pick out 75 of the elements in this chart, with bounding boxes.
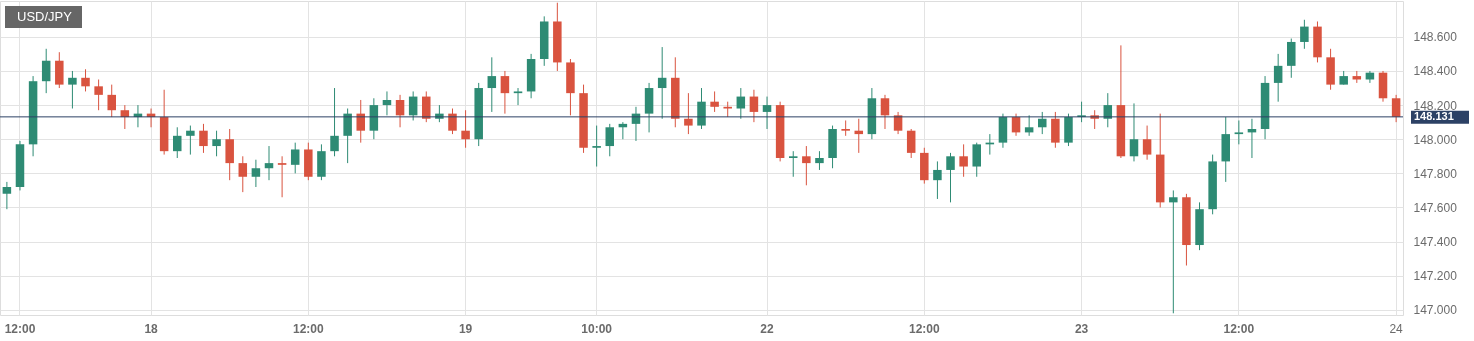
x-tick-label: 23 [1074,321,1089,336]
candlestick [710,90,719,113]
candlestick [330,87,339,157]
x-tick-label: 12:00 [908,321,940,336]
candlestick [500,70,510,115]
candlestick [277,155,287,198]
candlestick [408,90,418,121]
x-tick-label: 18 [144,321,159,336]
candlestick [238,155,248,193]
candlestick [959,143,968,178]
candlestick [736,87,746,120]
candlestick [264,145,274,181]
candlestick [382,90,392,116]
candlestick [81,68,90,92]
candlestick [815,150,824,171]
candlestick [749,89,759,123]
candlestick [788,150,798,178]
y-tick-label: 147.000 [1413,303,1458,318]
candlestick [1287,38,1296,79]
candlestick [972,142,981,178]
candlestick [199,123,208,154]
x-tick-label: 12:00 [1223,321,1255,336]
candlestick [592,125,601,168]
candlestick [1169,189,1178,314]
candlestick [422,90,431,123]
candlestick [657,46,667,120]
y-tick-label: 147.200 [1413,269,1458,284]
candlestick [880,94,890,130]
candlestick [1234,119,1244,145]
candlestick [697,87,706,130]
candlestick [1142,125,1152,161]
y-tick-label: 147.600 [1413,200,1458,215]
candlestick [225,128,234,181]
x-tick-label: 24 [1389,321,1404,336]
candlestick [290,142,300,174]
candlestick [461,109,470,149]
candlestick [684,92,693,135]
candlestick [1038,111,1047,135]
candlestick [1300,19,1309,50]
y-tick-label: 148.600 [1413,30,1458,45]
candlestick [68,70,77,110]
candlestick [107,84,116,118]
y-tick-label: 148.000 [1413,132,1458,147]
x-tick-label: 22 [760,321,775,336]
x-tick-label: 19 [458,321,473,336]
candlestick [906,128,916,159]
candlestick [841,119,850,137]
y-tick-label: 148.400 [1413,64,1458,79]
candlestick [94,79,103,111]
x-tick-label: 12:00 [4,321,36,336]
candlestick [251,159,261,188]
x-tick-label: 12:00 [292,321,324,336]
candlestick [802,145,811,186]
candlestick [395,94,405,128]
candlestick [1273,53,1283,103]
candlestick [55,51,64,89]
candlestick [1391,94,1401,123]
y-tick-label: 147.800 [1413,166,1458,181]
candlestick [605,123,615,157]
candlestick [946,152,955,203]
candlestick [1129,102,1139,162]
candlestick [173,126,182,159]
text: USD/JPY [17,9,73,24]
candlestick [933,160,942,200]
candlestick [2,181,12,210]
candlestick [41,48,51,94]
y-tick-label: 147.400 [1413,235,1458,250]
candlestick [212,130,221,157]
candlestick [487,56,497,113]
candlestick [513,87,523,106]
candlestick [186,125,195,156]
candlestick [1051,111,1060,149]
x-tick-label: 10:00 [581,321,613,336]
candlestick [1024,114,1034,137]
candlestick [762,96,772,130]
